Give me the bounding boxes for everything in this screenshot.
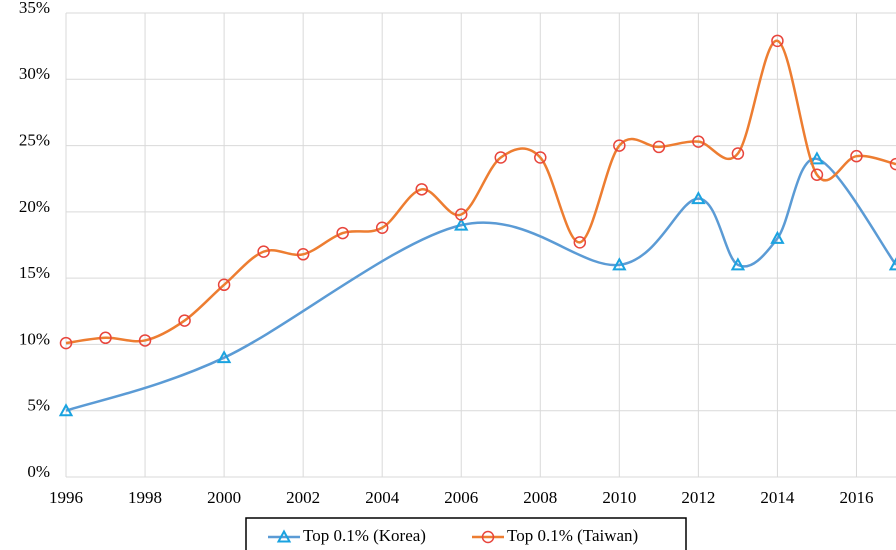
plot-area — [58, 34, 896, 417]
marker — [810, 168, 824, 181]
marker — [573, 236, 587, 249]
legend: Top 0.1% (Korea) Top 0.1% (Taiwan) — [268, 526, 638, 545]
marker — [692, 135, 705, 148]
marker — [375, 221, 389, 235]
x-tick-label: 2000 — [207, 488, 241, 507]
marker — [889, 157, 896, 171]
marker — [217, 278, 231, 292]
labels: 0% 5% 10% 15% 20% 25% 30% 35% 1996 1998 2000 2002 20… — [19, 0, 874, 507]
x-tick-label: 2008 — [523, 488, 557, 507]
marker — [809, 151, 825, 165]
legend-label: Top 0.1% (Taiwan) — [507, 526, 638, 545]
y-tick-label: 35% — [19, 0, 50, 17]
marker — [691, 191, 706, 205]
legend-box — [245, 517, 687, 550]
marker — [534, 151, 547, 164]
marker — [770, 230, 785, 244]
marker — [178, 314, 191, 327]
y-tick-label: 10% — [19, 329, 50, 348]
x-tick-label: 2016 — [839, 488, 873, 507]
marker — [415, 183, 428, 196]
series-line — [65, 39, 896, 345]
legend-marker — [276, 529, 292, 543]
y-tick-label: 25% — [19, 130, 50, 149]
x-tick-label: 2006 — [444, 488, 478, 507]
x-tick-label: 2012 — [681, 488, 715, 507]
x-tick-label: 2004 — [365, 488, 400, 507]
marker — [454, 217, 469, 231]
y-tick-label: 5% — [27, 396, 50, 415]
marker — [99, 331, 112, 345]
y-tick-label: 20% — [19, 197, 50, 216]
x-tick-label: 2014 — [760, 488, 795, 507]
grid — [65, 12, 896, 478]
marker — [771, 34, 784, 48]
marker — [888, 257, 896, 271]
y-tick-label: 15% — [19, 263, 50, 282]
marker — [652, 140, 666, 154]
y-tick-label: 30% — [19, 64, 50, 83]
series-line — [65, 157, 896, 412]
marker — [454, 208, 468, 221]
marker — [613, 139, 626, 152]
marker — [850, 149, 863, 163]
legend-marker — [481, 530, 495, 544]
marker — [612, 257, 627, 271]
x-tick-label: 2002 — [286, 488, 320, 507]
marker — [730, 257, 746, 271]
x-tick-label: 2010 — [602, 488, 636, 507]
marker — [296, 248, 310, 261]
legend-label: Top 0.1% (Korea) — [303, 526, 426, 545]
x-tick-label: 1996 — [49, 488, 83, 507]
marker — [336, 226, 349, 240]
x-tick-label: 1998 — [128, 488, 162, 507]
marker — [58, 403, 74, 417]
y-tick-label: 0% — [27, 462, 50, 481]
marker — [138, 334, 152, 347]
marker — [731, 147, 745, 160]
marker — [494, 151, 508, 164]
marker — [257, 245, 270, 258]
marker — [216, 350, 232, 364]
marker — [59, 336, 73, 350]
